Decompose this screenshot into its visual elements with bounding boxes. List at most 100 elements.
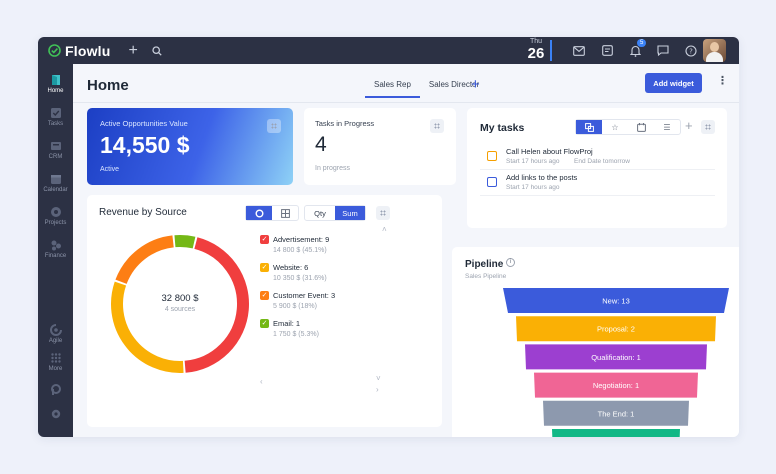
- task-checkbox[interactable]: [487, 151, 497, 161]
- donut-view-icon[interactable]: [246, 206, 272, 220]
- funnel-stage-1[interactable]: [516, 316, 716, 342]
- funnel-stage-3[interactable]: [534, 372, 698, 398]
- more-icon: [50, 353, 61, 363]
- legend-label: Email: 1: [273, 319, 301, 328]
- list-view-icon[interactable]: ☰: [663, 122, 671, 132]
- sidebar-item-agile[interactable]: Agile: [38, 324, 73, 344]
- mail-icon[interactable]: [565, 45, 593, 56]
- calendar-icon: [50, 175, 61, 184]
- tab-sales-rep[interactable]: Sales Rep: [365, 80, 420, 98]
- date-day: 26: [527, 45, 545, 62]
- sidebar-item-calendar[interactable]: Calendar: [38, 173, 73, 193]
- sidebar-item-label: Tasks: [47, 121, 64, 127]
- donut-slice-3[interactable]: [174, 235, 196, 249]
- sidebar-item-settings[interactable]: [38, 408, 73, 422]
- legend-check-icon: ✓: [260, 263, 269, 272]
- funnel-stage-label: The End: 1: [598, 409, 635, 418]
- funnel-stage-5[interactable]: [552, 429, 680, 437]
- kebab-menu-icon[interactable]: ⋮: [717, 75, 728, 87]
- sidebar-item-home[interactable]: Home: [38, 74, 73, 94]
- pipeline-title: Pipeline: [465, 259, 504, 270]
- legend-scroll-down-icon[interactable]: ˅: [376, 374, 381, 383]
- my-tasks-view-switch: ☆ ☰: [575, 119, 681, 135]
- revenue-title: Revenue by Source: [99, 207, 187, 218]
- gear-icon: [51, 409, 60, 419]
- date-weekday: Thu: [529, 38, 543, 45]
- sidebar-item-tasks[interactable]: Tasks: [38, 107, 73, 127]
- tasks-icon: [50, 108, 61, 118]
- legend-prev-icon[interactable]: ‹: [260, 377, 263, 386]
- add-tab-icon[interactable]: +: [471, 76, 480, 93]
- legend-label: Customer Event: 3: [273, 291, 336, 300]
- funnel-stage-4[interactable]: [543, 400, 689, 426]
- funnel-stage-label: New: 13: [602, 297, 630, 306]
- qty-sum-switch: Qty Sum: [304, 205, 366, 221]
- add-widget-button[interactable]: Add widget: [645, 73, 702, 93]
- info-icon[interactable]: i: [506, 258, 515, 267]
- sidebar: Home Tasks CRM Calendar Projects Finance…: [38, 64, 73, 437]
- tasks-progress-sub: In progress: [315, 165, 351, 172]
- legend-scroll-up-icon[interactable]: ˄: [382, 225, 387, 234]
- legend-label: Website: 6: [273, 263, 309, 272]
- calendar-view-icon[interactable]: [628, 120, 654, 134]
- legend-check-icon: ✓: [260, 235, 269, 244]
- sidebar-item-crm[interactable]: CRM: [38, 140, 73, 160]
- sum-toggle[interactable]: Sum: [335, 206, 365, 220]
- drag-handle-icon[interactable]: [376, 206, 390, 220]
- task-item[interactable]: Call Helen about FlowProj Start 17 hours…: [480, 145, 715, 170]
- funnel-stage-2[interactable]: [525, 344, 707, 370]
- finance-icon: [51, 240, 61, 251]
- date-widget[interactable]: Thu 26: [522, 38, 550, 62]
- brand-logo[interactable]: Flowlu: [48, 43, 111, 59]
- add-task-icon[interactable]: +: [685, 118, 693, 133]
- header-divider: [73, 102, 739, 103]
- sidebar-item-p[interactable]: [38, 384, 73, 398]
- task-checkbox[interactable]: [487, 177, 497, 187]
- task-title: Call Helen about FlowProj: [506, 147, 593, 156]
- donut-slice-1[interactable]: [111, 281, 184, 373]
- tab-sales-director[interactable]: Sales Director: [428, 80, 480, 89]
- donut-slice-2[interactable]: [115, 235, 174, 285]
- drag-handle-icon[interactable]: [701, 120, 715, 134]
- funnel-stage-0[interactable]: [503, 288, 729, 313]
- qty-toggle[interactable]: Qty: [314, 208, 326, 218]
- plus-icon[interactable]: +: [128, 41, 138, 59]
- tasks-list-icon[interactable]: [576, 120, 602, 134]
- my-tasks-card: My tasks ☆ ☰ + Call Helen about FlowProj…: [467, 108, 727, 228]
- sidebar-item-label: Projects: [44, 220, 67, 226]
- crm-icon: [50, 142, 61, 150]
- pipeline-subtitle: Sales Pipeline: [465, 273, 507, 280]
- funnel-stage-label: Proposal: 2: [597, 325, 635, 334]
- task-title: Add links to the posts: [506, 173, 578, 182]
- funnel-stage-label: Qualification: 1: [591, 353, 641, 362]
- chat-icon[interactable]: [649, 45, 677, 56]
- sidebar-item-finance[interactable]: Finance: [38, 239, 73, 259]
- user-avatar[interactable]: [703, 39, 726, 62]
- legend-next-icon[interactable]: ›: [376, 385, 379, 394]
- opportunities-sub: Active: [100, 166, 120, 173]
- opportunities-label: Active Opportunities Value: [100, 119, 188, 128]
- bell-icon[interactable]: 5: [621, 38, 649, 57]
- projects-icon: [50, 207, 61, 217]
- task-item[interactable]: Add links to the posts Start 17 hours ag…: [480, 171, 715, 196]
- svg-text:?: ?: [689, 47, 693, 55]
- help-icon[interactable]: ?: [677, 44, 705, 57]
- check-circle-icon: [48, 44, 61, 57]
- donut-slice-0[interactable]: [184, 237, 249, 373]
- search-icon[interactable]: [152, 45, 162, 56]
- drag-handle-icon[interactable]: [430, 119, 444, 133]
- donut-center-sub: 4 sources: [164, 306, 196, 313]
- revenue-card: Revenue by Source Qty Sum 32 800 $ 4 sou…: [87, 195, 442, 427]
- top-bar-actions: 5 ?: [565, 37, 705, 64]
- app-window: Flowlu + Thu 26 5 ?: [38, 37, 739, 437]
- sidebar-item-projects[interactable]: Projects: [38, 206, 73, 226]
- table-view-icon[interactable]: [272, 206, 298, 220]
- page-title: Home: [87, 77, 129, 94]
- drag-handle-icon[interactable]: [267, 119, 281, 133]
- sidebar-item-more[interactable]: More: [38, 352, 73, 372]
- my-tasks-title: My tasks: [480, 122, 525, 134]
- notes-icon[interactable]: [593, 45, 621, 56]
- legend-value: 1 750 $ (5.3%): [273, 331, 319, 338]
- revenue-chart-switch: [245, 205, 299, 221]
- star-icon[interactable]: ☆: [611, 122, 619, 132]
